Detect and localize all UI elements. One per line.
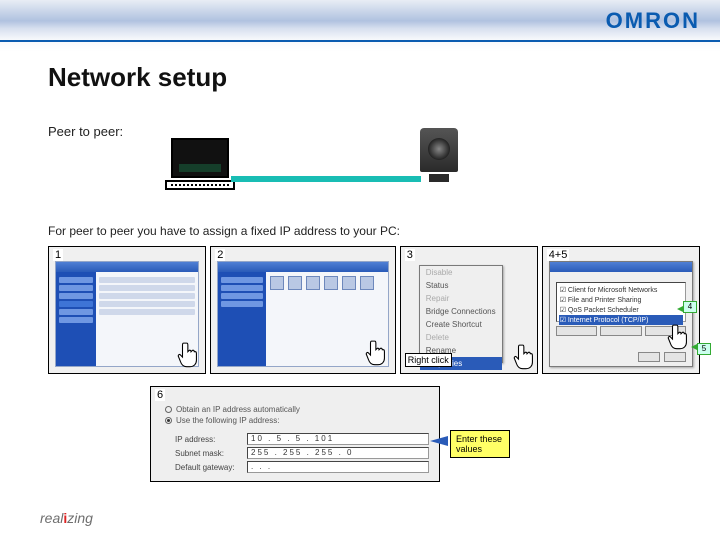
step-4-5-number: 4+5 xyxy=(547,249,570,261)
step-6-number: 6 xyxy=(155,389,165,401)
enter-values-callout: Enter these values xyxy=(450,430,510,458)
list-item-tcpip[interactable]: ☑ Internet Protocol (TCP/IP) xyxy=(559,315,683,325)
ip-label: IP address: xyxy=(175,435,247,444)
list-item[interactable]: ☑ File and Printer Sharing xyxy=(559,295,683,305)
list-item[interactable]: ☑ Client for Microsoft Networks xyxy=(559,285,683,295)
install-button[interactable] xyxy=(556,326,597,336)
menu-item[interactable]: Status xyxy=(420,279,502,292)
right-click-label: Right click xyxy=(405,353,452,367)
header-rule xyxy=(0,40,720,42)
step-2-number: 2 xyxy=(215,249,225,261)
ok-button[interactable] xyxy=(638,352,660,362)
network-connections-window xyxy=(217,261,388,367)
step-6-wrap: 6 Obtain an IP address automatically Use… xyxy=(150,386,510,482)
page-title: Network setup xyxy=(48,62,227,93)
ip-radio-group: Obtain an IP address automatically Use t… xyxy=(165,403,300,427)
menu-item[interactable]: Disable xyxy=(420,266,502,279)
arrow-icon xyxy=(430,436,448,446)
context-menu[interactable]: Disable Status Repair Bridge Connections… xyxy=(419,265,503,363)
laptop-icon xyxy=(165,138,235,190)
cancel-button[interactable] xyxy=(664,352,686,362)
camera-icon xyxy=(420,128,458,183)
radio-manual-label: Use the following IP address: xyxy=(176,416,279,425)
section-label: Peer to peer: xyxy=(48,124,123,139)
p2p-diagram xyxy=(165,128,465,208)
cursor-hand-icon xyxy=(365,339,391,369)
step-3-panel: 3 Disable Status Repair Bridge Connectio… xyxy=(400,246,538,374)
menu-item[interactable]: Create Shortcut xyxy=(420,318,502,331)
step-1-panel: 1 xyxy=(48,246,206,374)
uninstall-button[interactable] xyxy=(600,326,641,336)
step-1-number: 1 xyxy=(53,249,63,261)
step-6-panel: 6 Obtain an IP address automatically Use… xyxy=(150,386,440,482)
gateway-label: Default gateway: xyxy=(175,463,247,472)
cursor-hand-icon xyxy=(177,341,203,371)
list-item[interactable]: ☑ QoS Packet Scheduler xyxy=(559,305,683,315)
cursor-hand-icon xyxy=(667,323,693,353)
brand-logo: OMRON xyxy=(606,8,700,34)
callout-4: 4 xyxy=(683,301,697,313)
instruction-text: For peer to peer you have to assign a fi… xyxy=(48,224,400,238)
step-2-panel: 2 xyxy=(210,246,395,374)
mask-input[interactable]: 255 . 255 . 255 . 0 xyxy=(247,447,429,459)
menu-item[interactable]: Delete xyxy=(420,331,502,344)
mask-label: Subnet mask: xyxy=(175,449,247,458)
ip-input[interactable]: 10 . 5 . 5 . 101 xyxy=(247,433,429,445)
cable-line xyxy=(231,176,421,182)
menu-item[interactable]: Repair xyxy=(420,292,502,305)
gateway-input[interactable]: . . . xyxy=(247,461,429,473)
footer-logo: realizing xyxy=(40,510,93,526)
step-4-5-panel: 4+5 ☑ Client for Microsoft Networks ☑ Fi… xyxy=(542,246,700,374)
steps-row: 1 xyxy=(48,246,700,374)
protocol-list[interactable]: ☑ Client for Microsoft Networks ☑ File a… xyxy=(556,282,686,322)
cursor-hand-icon xyxy=(513,343,539,373)
radio-auto-label: Obtain an IP address automatically xyxy=(176,405,300,414)
radio-auto[interactable] xyxy=(165,406,172,413)
menu-item[interactable]: Bridge Connections xyxy=(420,305,502,318)
callout-5: 5 xyxy=(697,343,711,355)
radio-manual[interactable] xyxy=(165,417,172,424)
step-3-number: 3 xyxy=(405,249,415,261)
